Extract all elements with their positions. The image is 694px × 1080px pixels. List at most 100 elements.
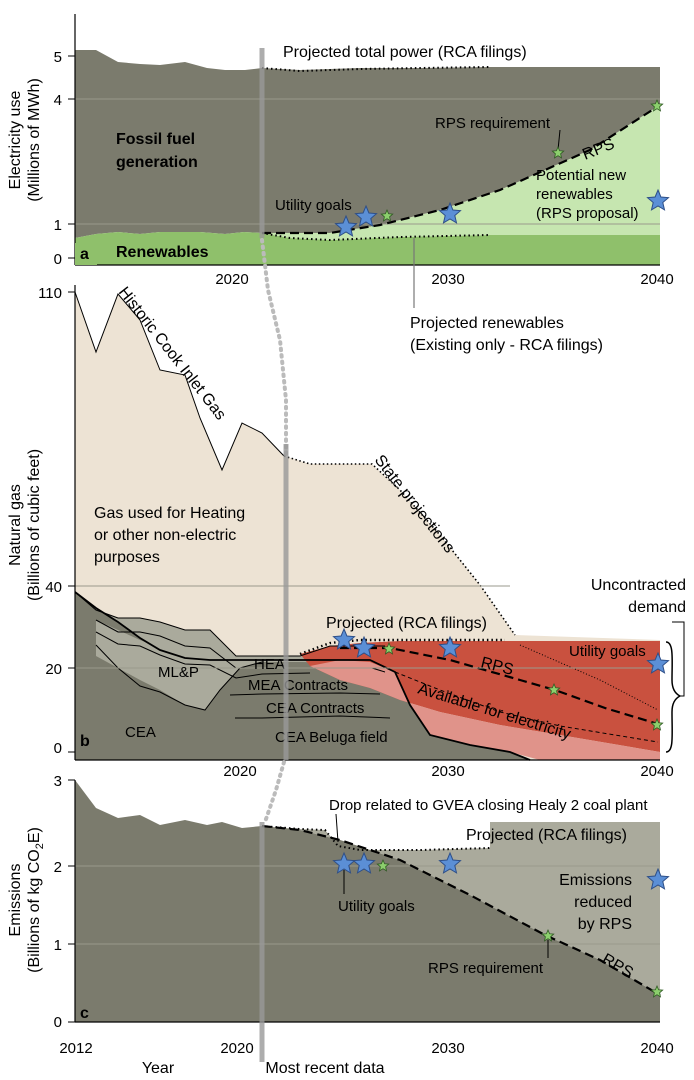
emissions-historic-area xyxy=(75,780,262,1022)
star-marker xyxy=(438,635,462,658)
utility-goal-dotted-line xyxy=(519,644,659,711)
y-tick-label: 0 xyxy=(54,1014,62,1031)
y-tick-label: 4 xyxy=(54,92,62,109)
stack-boundary-line xyxy=(229,692,381,696)
utility-goal-star xyxy=(332,851,356,874)
cea-label: CEA xyxy=(125,724,156,741)
svg-text:Emissions: Emissions xyxy=(7,864,24,937)
star-marker xyxy=(541,928,555,942)
heating-label: Gas used for Heating xyxy=(94,505,245,522)
y-tick-label: 2 xyxy=(54,859,62,876)
reduced-label: by RPS xyxy=(578,916,632,933)
beluga-label: CEA Beluga field xyxy=(275,729,388,746)
projected-total-dotted-line xyxy=(261,66,491,73)
utility-goal-star xyxy=(332,627,356,650)
x-tick-label: 2040 xyxy=(640,1040,673,1057)
heating-label: purposes xyxy=(94,549,160,566)
x-tick-label: 2030 xyxy=(431,1040,464,1057)
stack-boundary-line xyxy=(74,591,385,657)
x-tick-label: 2020 xyxy=(215,271,248,288)
star-marker xyxy=(650,98,664,112)
star-marker xyxy=(646,188,670,211)
star-marker xyxy=(352,635,376,658)
stack-boundary-line xyxy=(95,631,311,679)
available-light-area xyxy=(310,660,660,760)
heating-label: or other non-electric xyxy=(94,527,236,544)
uncontracted-label: Uncontracted xyxy=(591,577,686,594)
rps-requirement-label: RPS requirement xyxy=(435,115,551,132)
potential-label: Potential new xyxy=(536,167,626,184)
star-marker xyxy=(376,858,390,872)
rps-star xyxy=(650,984,664,998)
star-marker xyxy=(382,641,396,655)
y-tick-label: 20 xyxy=(45,661,62,678)
rps-star xyxy=(376,858,390,872)
potential-label: renewables xyxy=(536,186,613,203)
star-marker xyxy=(332,627,356,650)
x-tick-label: 2040 xyxy=(640,763,673,780)
star-marker xyxy=(646,651,670,674)
utility-goal-star xyxy=(646,867,670,890)
y-tick-label: 40 xyxy=(45,579,62,596)
projected-renewables-label: Projected renewables xyxy=(410,315,564,332)
cea-area xyxy=(75,592,530,760)
fossil-label: Fossil fuel xyxy=(116,131,195,148)
utility-goal-star xyxy=(646,651,670,674)
utility-goal-star xyxy=(354,204,378,227)
star-marker xyxy=(380,208,394,222)
most-recent-data-line xyxy=(259,48,289,1062)
star-marker xyxy=(650,717,664,731)
utility-goal-stars xyxy=(332,627,670,731)
mea-label: MEA Contracts xyxy=(248,677,348,694)
reduced-label: Emissions xyxy=(559,872,632,889)
panel-letter-bg xyxy=(75,243,97,265)
star-marker xyxy=(646,867,670,890)
emissions-reduced-area xyxy=(262,822,660,995)
leader-line xyxy=(557,129,561,151)
rps-star xyxy=(650,98,664,112)
mlp-label: ML&P xyxy=(158,664,199,681)
utility-goals-label: Utility goals xyxy=(338,898,415,915)
projected-rca-dotted-line xyxy=(299,638,505,656)
svg-text:Electricity use: Electricity use xyxy=(7,91,24,190)
utility-goal-star xyxy=(438,635,462,658)
utility-goal-star xyxy=(352,851,376,874)
y-tick-label: 110 xyxy=(38,285,62,302)
panel-letter: a xyxy=(80,246,89,263)
star-marker xyxy=(332,851,356,874)
y-tick-label: 1 xyxy=(54,937,62,954)
panel-letter: c xyxy=(80,1005,89,1022)
utility-goals-label: Utility goals xyxy=(275,197,352,214)
svg-text:(Billions of cubic feet): (Billions of cubic feet) xyxy=(26,449,43,601)
stack-boundary-line xyxy=(74,591,531,761)
y-tick-label: 1 xyxy=(54,217,62,234)
star-marker xyxy=(650,984,664,998)
panel-letter: b xyxy=(80,733,90,750)
utility-goal-stars xyxy=(332,851,670,998)
projected-fossil-area xyxy=(262,67,660,233)
utility-goal-star xyxy=(334,214,358,237)
fossil-label: generation xyxy=(116,154,198,171)
y-axis-label: Emissions (Billions of kg CO2E) xyxy=(7,827,46,973)
y-axis-label: Electricity use (Millions of MWh) xyxy=(7,78,43,202)
drop-label: Drop related to GVEA closing Healy 2 coa… xyxy=(329,797,648,814)
leader-line xyxy=(335,813,339,843)
svg-text:Natural gas: Natural gas xyxy=(7,484,24,566)
x-tick-label: 2012 xyxy=(59,1040,92,1057)
rps-star xyxy=(650,717,664,731)
most-recent-label: Most recent data xyxy=(265,1060,384,1077)
renewables-label: Renewables xyxy=(116,244,209,261)
rps-star xyxy=(551,145,565,159)
leader-line xyxy=(672,621,685,697)
x-tick-label: 2020 xyxy=(223,763,256,780)
potential-label: (RPS proposal) xyxy=(536,205,639,222)
contracts-area xyxy=(96,620,410,710)
star-marker xyxy=(547,682,561,696)
emissions-projected-area xyxy=(262,826,660,1022)
rps-star xyxy=(380,208,394,222)
x-tick-label: 2040 xyxy=(640,271,673,288)
potential-renewables-area xyxy=(262,105,660,240)
renewables-area xyxy=(75,232,660,265)
projected-renewables-label: (Existing only - RCA filings) xyxy=(410,337,603,354)
